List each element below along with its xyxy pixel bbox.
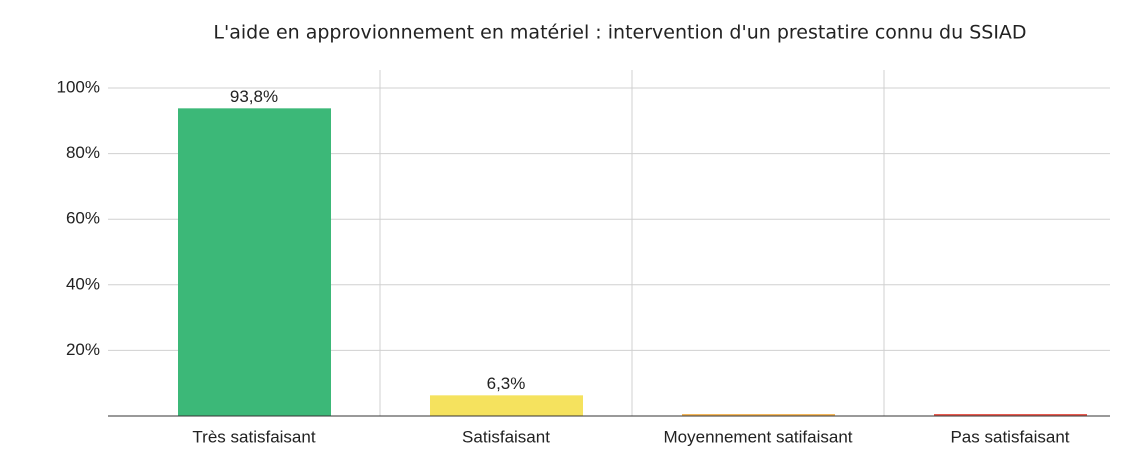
x-tick-label: Très satisfaisant <box>192 427 315 446</box>
y-tick-label: 40% <box>66 274 100 293</box>
bar <box>430 395 583 416</box>
bar <box>178 108 331 416</box>
x-tick-label: Pas satisfaisant <box>950 427 1069 446</box>
bar <box>682 414 835 416</box>
y-tick-label: 20% <box>66 340 100 359</box>
chart-title: L'aide en approvionnement en matériel : … <box>213 22 1026 44</box>
bar <box>934 414 1087 416</box>
y-tick-label: 100% <box>57 77 100 96</box>
y-tick-label: 80% <box>66 143 100 162</box>
x-tick-label: Satisfaisant <box>462 427 550 446</box>
data-label: 93,8% <box>230 87 278 106</box>
data-label: 6,3% <box>487 374 526 393</box>
y-tick-label: 60% <box>66 209 100 228</box>
x-tick-label: Moyennement satifaisant <box>664 427 853 446</box>
